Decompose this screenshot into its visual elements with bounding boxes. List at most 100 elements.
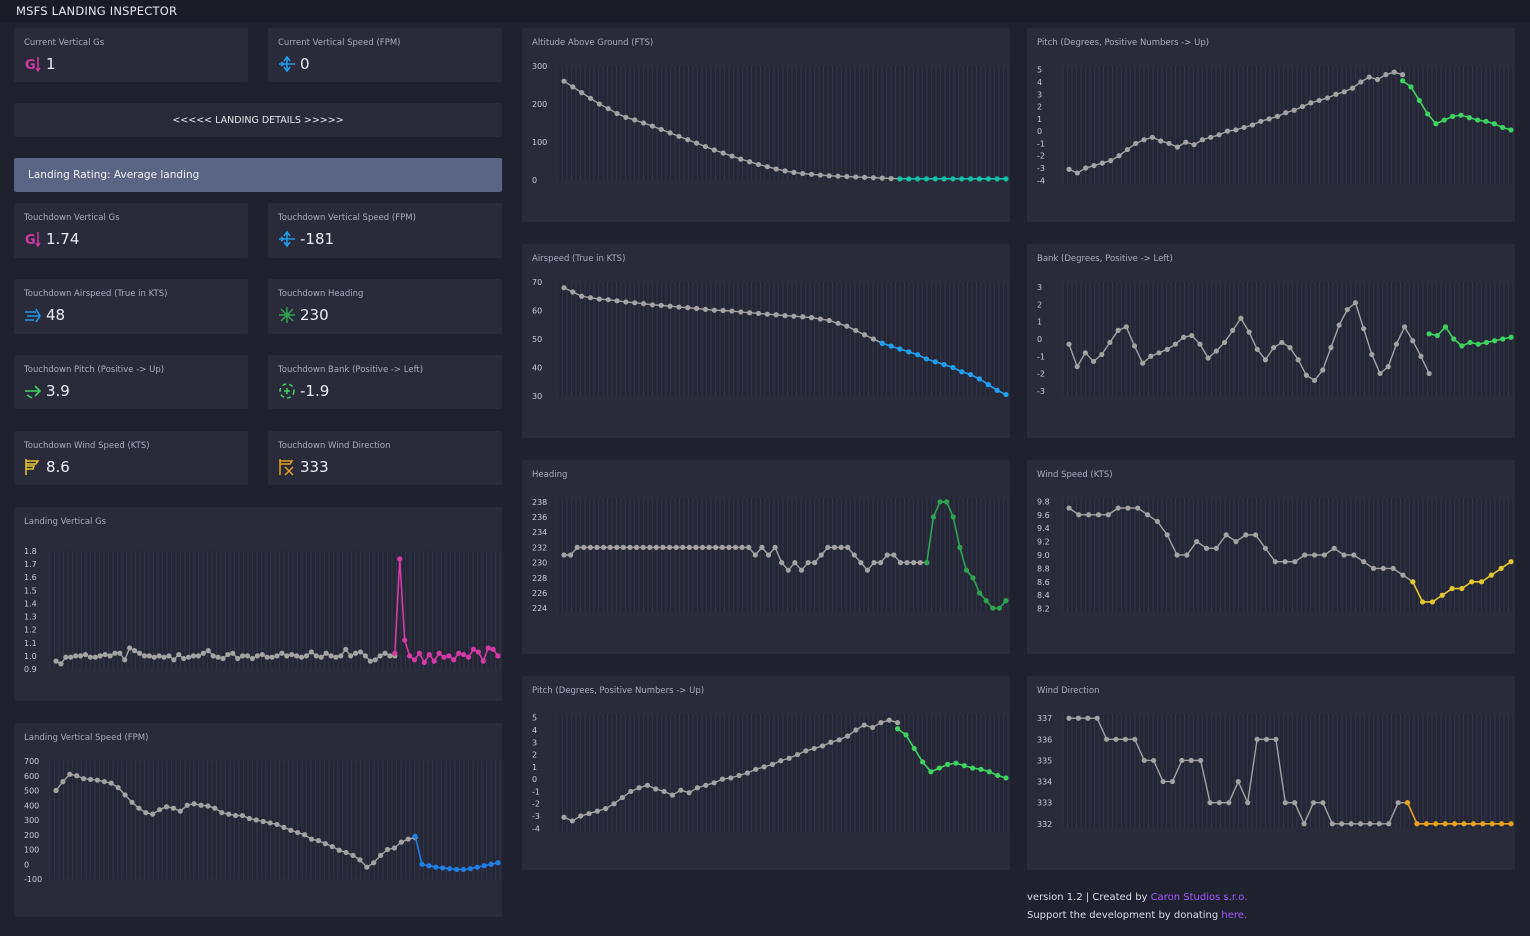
data-point-highlight bbox=[1491, 121, 1497, 127]
data-point bbox=[253, 817, 259, 823]
data-point-highlight bbox=[456, 650, 462, 656]
y-tick-label: 234 bbox=[532, 528, 547, 537]
chart-wind-direction: Wind Direction 337 336 335 334 333 332 bbox=[1027, 676, 1515, 870]
stat-label: Touchdown Bank (Positive -> Left) bbox=[278, 365, 424, 375]
data-point-highlight bbox=[1492, 338, 1498, 344]
data-point bbox=[288, 827, 294, 833]
chart-airspeed: Airspeed (True in KTS) 70 60 50 40 30 bbox=[522, 244, 1010, 438]
data-point bbox=[295, 829, 301, 836]
data-point bbox=[812, 560, 818, 566]
data-point bbox=[676, 304, 682, 310]
data-point-highlight bbox=[941, 362, 947, 368]
data-point bbox=[1358, 79, 1364, 85]
stat-value: 48 bbox=[46, 306, 66, 324]
landing-details-toggle[interactable]: <<<<< LANDING DETAILS >>>>> bbox=[14, 103, 502, 137]
data-point-highlight bbox=[1461, 821, 1467, 827]
data-point bbox=[587, 95, 594, 101]
data-point-highlight bbox=[950, 364, 956, 371]
data-point bbox=[254, 653, 260, 659]
data-point bbox=[729, 153, 735, 159]
data-point bbox=[1316, 97, 1322, 104]
data-point bbox=[808, 315, 815, 321]
y-tick-label: 1.7 bbox=[24, 560, 37, 569]
y-tick-label: 4 bbox=[532, 726, 537, 735]
data-point bbox=[586, 810, 592, 817]
data-point bbox=[836, 737, 842, 743]
data-point bbox=[269, 654, 275, 660]
data-point-highlight bbox=[416, 650, 423, 656]
data-point bbox=[1133, 140, 1139, 147]
y-tick-label: 3 bbox=[1037, 283, 1042, 292]
data-point bbox=[1329, 821, 1335, 827]
data-point bbox=[107, 653, 113, 659]
data-point bbox=[1339, 821, 1345, 827]
svg-text:G: G bbox=[25, 233, 36, 248]
chart-pitch-bottom: Pitch (Degrees, Positive Numbers -> Up) … bbox=[522, 676, 1010, 870]
data-point bbox=[1216, 132, 1222, 138]
data-point bbox=[636, 785, 642, 791]
data-point bbox=[826, 317, 832, 324]
chart-plot: 70 60 50 40 30 bbox=[532, 278, 1009, 401]
data-point bbox=[177, 808, 183, 814]
data-point bbox=[747, 310, 753, 316]
data-point bbox=[1233, 127, 1239, 133]
y-tick-label: -1 bbox=[532, 787, 540, 796]
data-point bbox=[1249, 122, 1256, 128]
y-tick-label: 226 bbox=[532, 589, 547, 598]
chart-title: Wind Speed (KTS) bbox=[1037, 470, 1113, 480]
pitch-icon bbox=[25, 385, 42, 399]
data-point bbox=[773, 312, 779, 318]
y-tick-label: 1 bbox=[1037, 115, 1042, 124]
data-point-highlight bbox=[1459, 585, 1465, 592]
data-point-highlight bbox=[1414, 821, 1420, 827]
data-point bbox=[387, 653, 393, 659]
data-point bbox=[1141, 137, 1147, 143]
data-point bbox=[660, 544, 666, 550]
data-point bbox=[101, 779, 107, 785]
chart-plot: 300 200 100 0 bbox=[532, 62, 1009, 185]
data-point bbox=[1320, 800, 1326, 806]
data-point bbox=[711, 147, 717, 153]
vertical-speed-icon bbox=[279, 55, 295, 73]
data-point bbox=[685, 305, 691, 311]
data-point-highlight bbox=[978, 766, 984, 772]
data-point bbox=[156, 653, 162, 659]
data-point bbox=[844, 173, 850, 180]
chart-wind-speed: Wind Speed (KTS) 9.8 9.6 9.4 9.2 9.0 8.8 8.6 8.… bbox=[1027, 460, 1515, 654]
chart-plot: 5 4 3 2 1 0 -1 -2 -3 -4 bbox=[532, 714, 1009, 833]
stat-label: Touchdown Vertical Speed (FPM) bbox=[278, 213, 416, 223]
data-point bbox=[1303, 372, 1309, 378]
data-point bbox=[702, 143, 709, 150]
data-point bbox=[1075, 715, 1082, 721]
data-point bbox=[791, 169, 797, 175]
grid-lines bbox=[49, 761, 501, 879]
data-point bbox=[1254, 736, 1260, 742]
data-point bbox=[1223, 532, 1229, 538]
data-point bbox=[1391, 69, 1397, 75]
data-point bbox=[117, 650, 123, 656]
data-point bbox=[861, 722, 867, 728]
data-point bbox=[1299, 103, 1306, 110]
data-point bbox=[1125, 505, 1131, 511]
data-point bbox=[1376, 821, 1382, 827]
data-point bbox=[122, 657, 128, 663]
y-tick-label: 1.1 bbox=[24, 639, 37, 648]
data-point-highlight bbox=[495, 860, 501, 866]
donate-link[interactable]: here. bbox=[1221, 910, 1248, 921]
data-point bbox=[1274, 113, 1281, 119]
data-point bbox=[600, 544, 607, 550]
data-point bbox=[1390, 565, 1396, 572]
data-point bbox=[1164, 346, 1170, 352]
data-point bbox=[240, 653, 246, 659]
creator-link[interactable]: Caron Studios s.r.o. bbox=[1150, 892, 1248, 903]
data-point-highlight bbox=[995, 772, 1001, 779]
data-point bbox=[1272, 559, 1278, 565]
data-point bbox=[1208, 134, 1214, 140]
data-point bbox=[738, 309, 744, 315]
data-point-highlight bbox=[1429, 599, 1436, 605]
data-point bbox=[861, 174, 868, 180]
data-point-highlight bbox=[1442, 821, 1448, 827]
data-point bbox=[831, 544, 838, 550]
data-point bbox=[792, 560, 798, 566]
chart-plot: 337 336 335 334 333 332 bbox=[1037, 714, 1514, 829]
